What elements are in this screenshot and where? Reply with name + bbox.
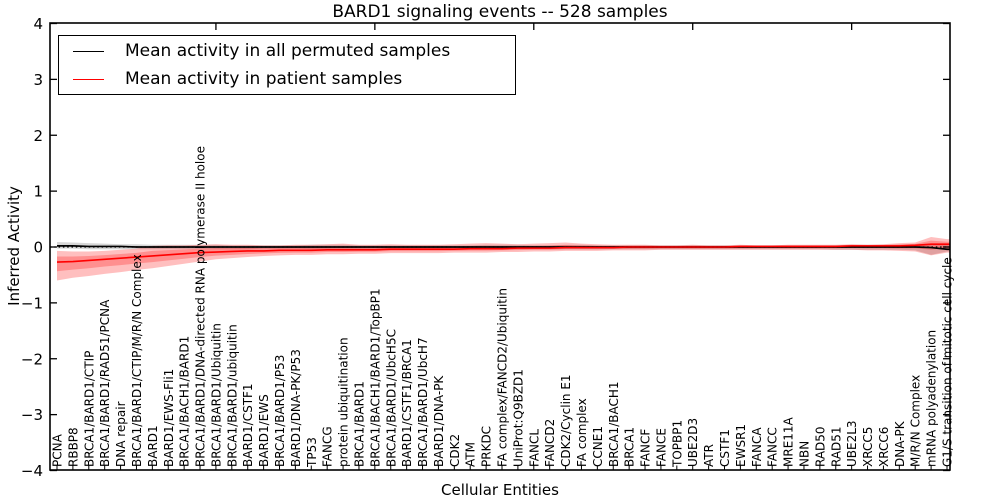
x-tick-label: RAD50 xyxy=(813,426,827,467)
x-tick-label: BRCA1/BARD1/ubiquitin xyxy=(225,324,239,467)
x-tick-label: FANCC xyxy=(766,427,780,467)
x-tick-label: FA complex/FANCD2/Ubiquitin xyxy=(496,288,510,467)
legend-label-permuted: Mean activity in all permuted samples xyxy=(125,41,451,61)
x-tick-label: PCNA xyxy=(51,433,65,467)
x-tick-label: BARD1/CSTF1/BRCA1 xyxy=(400,339,414,467)
x-tick-label: UBE2L3 xyxy=(845,420,859,467)
x-tick-label: BARD1/DNA-PK/P53 xyxy=(289,349,303,467)
y-tick-label: 1 xyxy=(33,183,43,201)
chart-title: BARD1 signaling events -- 528 samples xyxy=(332,2,668,22)
y-tick-label: −1 xyxy=(21,294,43,312)
legend: Mean activity in all permuted samples Me… xyxy=(58,35,516,95)
x-tick-label: BRCA1/BARD1/DNA-directed RNA polymerase … xyxy=(194,146,208,467)
permuted-line-swatch xyxy=(73,50,104,52)
x-tick-label: XRCC5 xyxy=(861,427,875,467)
x-tick-label: FANCG xyxy=(321,426,335,467)
x-tick-label: CDK2/Cyclin E1 xyxy=(559,374,573,467)
x-tick-label: UBE2D3 xyxy=(686,418,700,467)
x-tick-label: BRCA1/BACH1/BARD1 xyxy=(178,336,192,467)
x-tick-label: EWSR1 xyxy=(734,424,748,467)
y-tick-label: −3 xyxy=(21,406,43,424)
y-axis-label: Inferred Activity xyxy=(5,186,23,306)
x-tick-label: MRE11A xyxy=(782,416,796,467)
x-tick-label: BRCA1/BARD1/CTIP xyxy=(82,351,96,467)
x-tick-label: CSTF1 xyxy=(718,429,732,467)
y-tick-label: −2 xyxy=(21,350,43,368)
x-tick-label: BRCA1/BARD1/UbcH7 xyxy=(416,337,430,467)
x-tick-label: G1/S transition of mitotic cell cycle xyxy=(941,257,955,467)
patient-band-inner xyxy=(57,240,950,272)
x-tick-label: BRCA1/BARD1/P53 xyxy=(273,355,287,467)
y-tick-label: 0 xyxy=(33,239,43,257)
x-tick-label: BRCA1/BACH1/BARD1/TopBP1 xyxy=(368,288,382,467)
x-tick-label: CDK2 xyxy=(448,434,462,467)
x-tick-label: NBN xyxy=(797,441,811,467)
patient-line-swatch xyxy=(73,78,104,80)
x-tick-label: FANCF xyxy=(639,429,653,467)
x-tick-label: BRCA1/BARD1 xyxy=(352,381,366,467)
x-tick-label: XRCC6 xyxy=(877,427,891,467)
y-tick-label: −4 xyxy=(21,462,43,480)
x-tick-label: BARD1/EWS-Fli1 xyxy=(162,369,176,467)
x-tick-label: FA complex xyxy=(575,398,589,467)
x-tick-label: M/R/N Complex xyxy=(909,375,923,467)
x-tick-label: BRCA1/BACH1 xyxy=(607,381,621,467)
x-tick-label: FANCA xyxy=(750,427,764,467)
x-tick-label: DNA repair xyxy=(114,401,128,467)
x-tick-label: UniProt:Q9BZD1 xyxy=(511,369,525,467)
x-tick-label: PRKDC xyxy=(480,426,494,467)
x-tick-label: mRNA polyadenylation xyxy=(925,330,939,467)
x-tick-label: RBBP8 xyxy=(66,427,80,467)
x-tick-label: FANCE xyxy=(654,428,668,467)
x-tick-label: FANCD2 xyxy=(543,419,557,467)
legend-label-patient: Mean activity in patient samples xyxy=(125,69,403,89)
legend-item-patient: Mean activity in patient samples xyxy=(73,66,515,92)
y-tick-label: 2 xyxy=(33,127,43,145)
x-tick-label: BRCA1 xyxy=(623,427,637,467)
x-tick-label: BARD1/EWS xyxy=(257,394,271,467)
x-tick-label: BARD1/DNA-PK xyxy=(432,375,446,467)
x-tick-label: BRCA1/BARD1/Ubiquitin xyxy=(209,323,223,467)
x-tick-label: TOPBP1 xyxy=(670,420,684,468)
x-tick-label: RAD51 xyxy=(829,426,843,467)
patient-line xyxy=(56,243,950,263)
y-tick-label: 3 xyxy=(33,71,43,89)
x-tick-label: TP53 xyxy=(305,437,319,468)
x-tick-label: ATM xyxy=(464,442,478,467)
x-tick-label: BARD1/CSTF1 xyxy=(241,383,255,467)
x-tick-label: BARD1 xyxy=(146,425,160,467)
x-tick-label: BRCA1/BARD1/RAD51/PCNA xyxy=(98,299,112,467)
plot-border xyxy=(49,22,951,471)
x-axis-label: Cellular Entities xyxy=(441,481,559,499)
legend-item-permuted: Mean activity in all permuted samples xyxy=(73,38,515,64)
y-tick-label: 4 xyxy=(33,15,43,33)
x-tick-label: CCNE1 xyxy=(591,426,605,467)
x-tick-label: protein ubiquitination xyxy=(337,337,351,467)
x-tick-label: FANCL xyxy=(527,429,541,467)
x-tick-label: DNA-PK xyxy=(893,420,907,467)
x-tick-label: BRCA1/BARD1/UbcH5C xyxy=(384,329,398,467)
x-tick-label: ATR xyxy=(702,444,716,467)
x-tick-label: BRCA1/BARD1/CTIP/M/R/N Complex xyxy=(130,254,144,467)
